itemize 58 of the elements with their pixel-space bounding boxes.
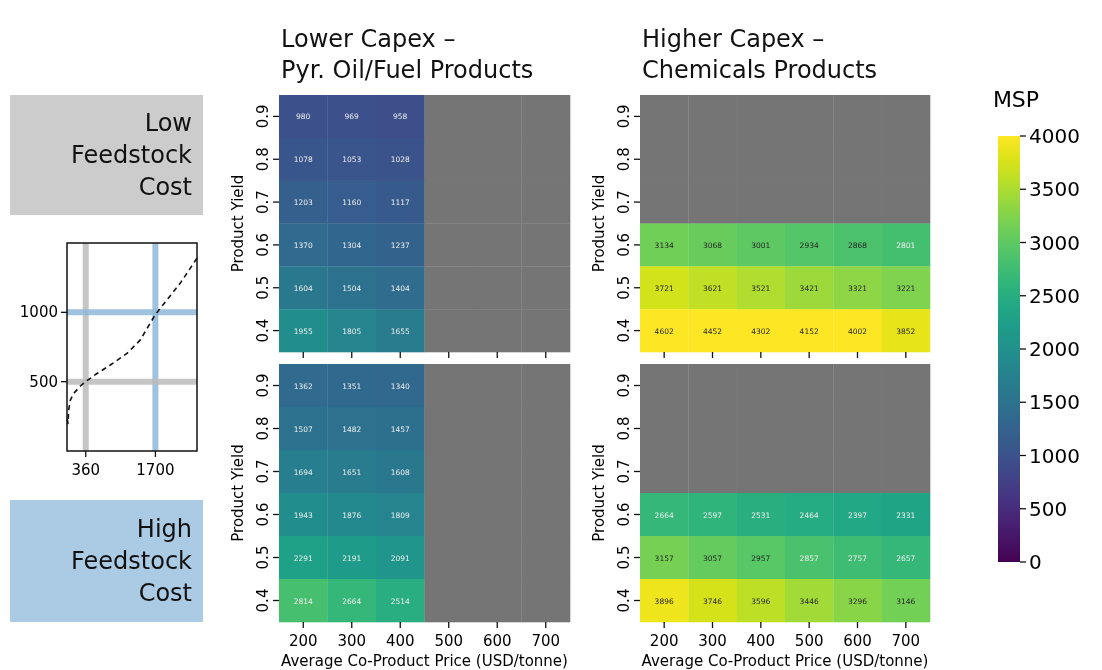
x-tick-label: 400 [385, 632, 415, 650]
color-bar-label: 3500 [1029, 177, 1080, 202]
x-tick-label: 360 [71, 461, 101, 479]
color-bar-label: 500 [1029, 496, 1068, 521]
x-tick-label: 500 [794, 632, 824, 650]
y-tick-label: 0.8 [254, 416, 272, 441]
y-tick-label: 0.9 [254, 373, 272, 398]
y-axis-title: Product Yield [229, 174, 247, 273]
x-tick-label: 400 [746, 632, 776, 650]
y-tick-label: 0.9 [615, 373, 633, 398]
x-tick-label: 600 [843, 632, 872, 650]
color-bar-label: 0 [1029, 550, 1042, 574]
x-tick-label: 300 [698, 632, 727, 650]
y-tick-label: 0.6 [615, 232, 633, 257]
y-axis-title: Product Yield [229, 444, 247, 542]
y-tick-label: 0.7 [254, 459, 272, 484]
y-tick-label: 0.9 [615, 104, 633, 129]
x-tick-label: 300 [337, 632, 367, 650]
y-tick-label: 0.6 [254, 502, 272, 527]
y-tick-label: 0.5 [254, 545, 272, 570]
x-axis-title: Average Co-Product Price (USD/tonne) [281, 652, 568, 670]
y-tick-label: 0.8 [615, 147, 633, 172]
x-tick-label: 1700 [136, 461, 175, 479]
y-tick-label: 0.5 [615, 545, 633, 570]
y-tick-label: 0.6 [615, 502, 633, 527]
x-tick-label: 600 [482, 632, 512, 650]
y-tick-label: 0.7 [615, 190, 633, 215]
color-bar-label: 2000 [1029, 337, 1080, 361]
y-tick-label: 0.4 [615, 318, 633, 343]
chart-title: Lower Capex – Pyr. Oil/Fuel Products [281, 25, 534, 84]
color-bar-label: 4000 [1029, 124, 1080, 148]
x-axis-title: Average Co-Product Price (USD/tonne) [641, 652, 929, 670]
color-bar-label: 1000 [1029, 443, 1080, 468]
color-bar-label: 2500 [1029, 283, 1080, 308]
y-tick-label: 0.5 [615, 275, 633, 300]
y-tick-label: 0.9 [254, 104, 272, 129]
x-tick-label: 200 [649, 632, 679, 650]
text: High Feedstock Cost [71, 515, 193, 607]
x-tick-label: 700 [891, 632, 921, 650]
color-bar-title: MSP [992, 87, 1040, 112]
y-tick-label: 0.5 [254, 275, 272, 300]
y-tick-label: 0.4 [254, 318, 272, 343]
y-axis-title: Product Yield [590, 444, 608, 542]
y-tick-label: 0.8 [254, 147, 272, 172]
y-tick-label: 0.4 [254, 588, 272, 613]
x-tick-label: 500 [434, 632, 464, 650]
y-tick-label: 0.8 [615, 416, 633, 441]
y-tick-label: 0.6 [254, 232, 272, 257]
x-tick-label: 200 [288, 632, 318, 650]
x-tick-label: 700 [531, 632, 561, 650]
y-axis-title: Product Yield [590, 174, 608, 273]
y-tick-label: 0.7 [254, 190, 272, 215]
color-bar-label: 1500 [1029, 390, 1080, 415]
text: Low Feedstock Cost [71, 109, 193, 201]
y-tick-label: 0.7 [615, 459, 633, 484]
color-bar-label: 3000 [1029, 230, 1080, 255]
y-tick-label: 0.4 [615, 588, 633, 613]
chart-title: Higher Capex – Chemicals Products [642, 25, 878, 84]
